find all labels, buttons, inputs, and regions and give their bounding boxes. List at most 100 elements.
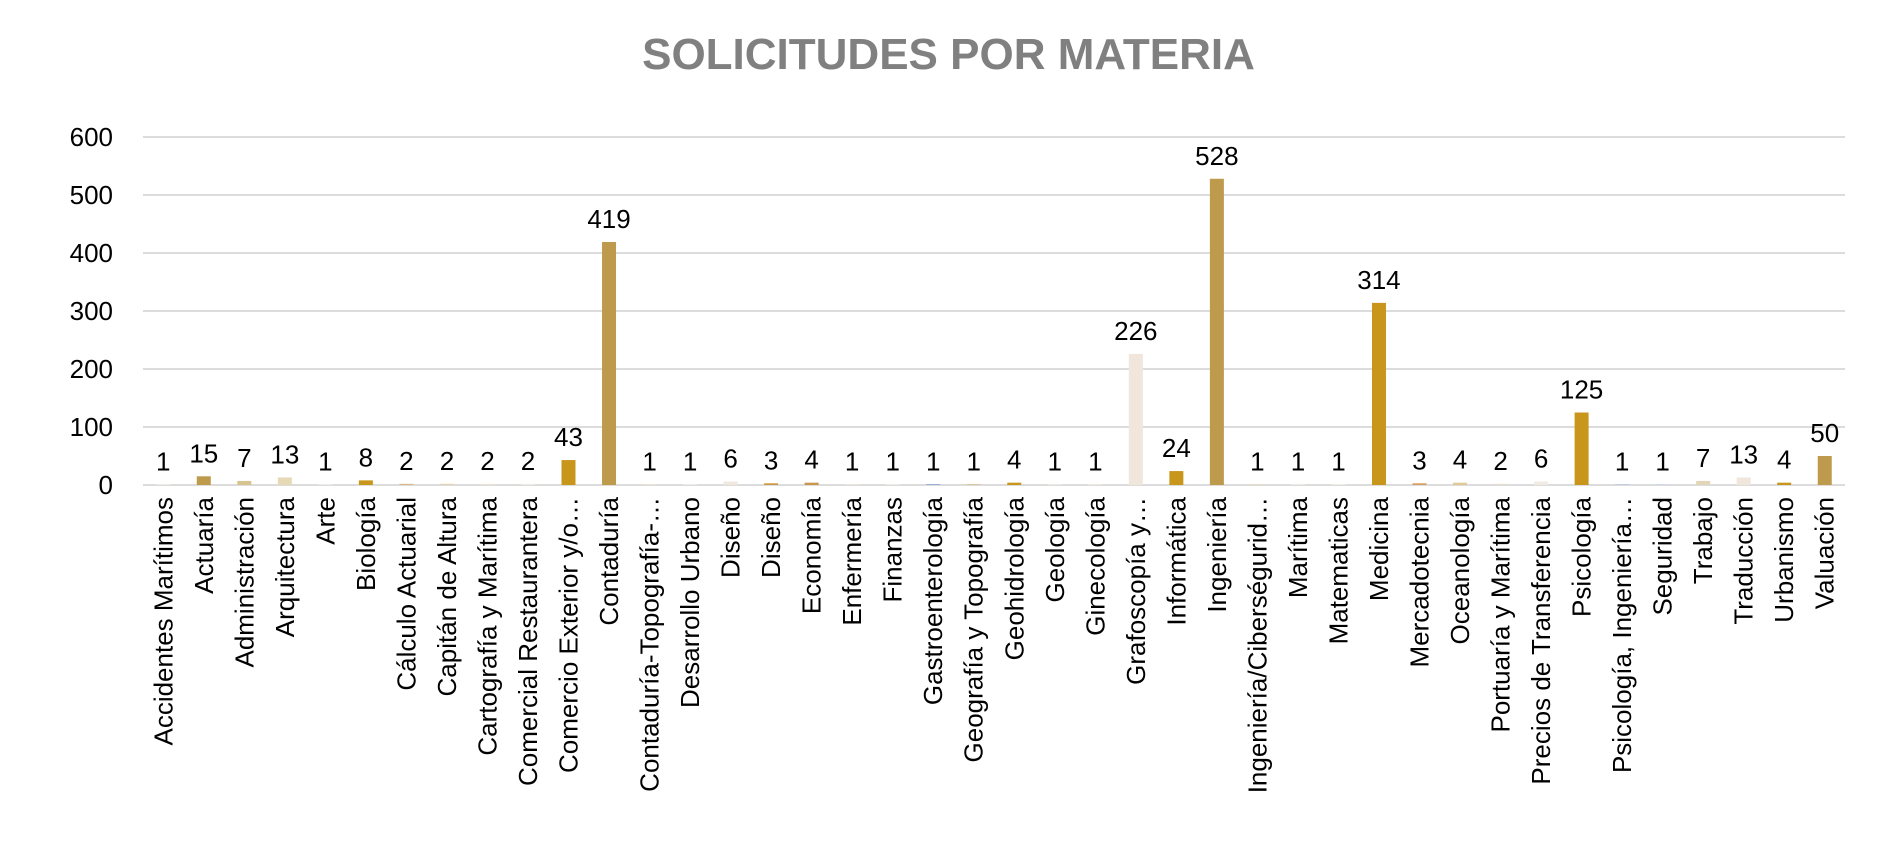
y-tick-label: 500 — [70, 180, 113, 210]
x-tick-label: Accidentes Marítimos — [148, 497, 178, 746]
x-tick-label: Comercial Restaurantera — [513, 496, 543, 786]
data-label: 6 — [723, 444, 737, 474]
bar — [1817, 456, 1832, 485]
data-label: 4 — [804, 445, 818, 475]
x-tick-label: Capitán de Altura — [432, 496, 462, 696]
bar — [926, 484, 941, 485]
bar — [1655, 484, 1670, 485]
bar — [1371, 302, 1386, 485]
data-label: 2 — [480, 446, 494, 476]
x-tick-label: Urbanismo — [1769, 497, 1799, 623]
data-label: 1 — [1615, 446, 1629, 476]
data-label: 43 — [554, 422, 583, 452]
x-tick-label: Informática — [1161, 496, 1191, 625]
bars — [156, 178, 1832, 485]
x-tick-label: Desarrollo Urbano — [675, 497, 705, 708]
data-label: 1 — [926, 446, 940, 476]
data-label: 13 — [270, 439, 299, 469]
x-tick-label: Actuaría — [189, 496, 219, 593]
data-label: 125 — [1560, 375, 1603, 405]
y-tick-label: 100 — [70, 412, 113, 442]
x-tick-label: Mercadotecnia — [1405, 496, 1435, 667]
bar — [885, 484, 900, 485]
x-tick-label: Precios de Transferencia — [1526, 496, 1556, 784]
bar — [1493, 483, 1508, 485]
data-label: 528 — [1195, 141, 1238, 171]
data-label: 7 — [237, 443, 251, 473]
x-tick-label: Ingeniería/Ciberségurid… — [1242, 497, 1272, 793]
bar — [1209, 178, 1224, 485]
bar — [439, 483, 454, 485]
bar — [1412, 483, 1427, 485]
bar — [196, 476, 211, 485]
data-label: 1 — [1291, 446, 1305, 476]
data-label: 15 — [189, 438, 218, 468]
data-label: 1 — [1048, 446, 1062, 476]
bar — [804, 482, 819, 485]
data-label: 4 — [1777, 445, 1791, 475]
bar — [683, 484, 698, 485]
x-tick-label: Gastroenterología — [918, 496, 948, 705]
data-label: 314 — [1357, 265, 1400, 295]
x-tick-label: Ingeniería — [1202, 496, 1232, 612]
data-label: 24 — [1162, 433, 1191, 463]
bar — [1331, 484, 1346, 485]
x-tick-label: Grafoscopía y… — [1121, 497, 1151, 685]
bar — [358, 480, 373, 485]
x-tick-label: Economía — [797, 496, 827, 614]
data-label: 6 — [1534, 444, 1548, 474]
y-tick-label: 0 — [99, 470, 113, 500]
data-label: 1 — [156, 446, 170, 476]
y-tick-label: 400 — [70, 238, 113, 268]
bar — [1574, 412, 1589, 485]
x-tick-label: Psicología — [1567, 496, 1597, 616]
x-tick-label: Seguridad — [1648, 497, 1678, 616]
x-tick-label: Geografía y Topografía — [959, 496, 989, 762]
x-tick-label: Traducción — [1729, 497, 1759, 625]
data-label: 226 — [1114, 316, 1157, 346]
x-tick-label: Arquitectura — [270, 496, 300, 637]
data-label: 1 — [1250, 446, 1264, 476]
x-tick-label: Marítima — [1283, 496, 1313, 598]
chart-title: SOLICITUDES POR MATERIA — [642, 30, 1255, 79]
data-label: 2 — [1493, 446, 1507, 476]
bar — [1128, 353, 1143, 485]
data-label: 13 — [1729, 439, 1758, 469]
data-label: 3 — [764, 445, 778, 475]
data-label: 2 — [399, 446, 413, 476]
bar — [1453, 482, 1468, 485]
bar — [480, 483, 495, 485]
data-label: 8 — [359, 442, 373, 472]
x-tick-label: Valuación — [1810, 497, 1840, 609]
data-label: 1 — [642, 446, 656, 476]
data-label: 419 — [587, 204, 630, 234]
x-tick-label: Oceanología — [1445, 496, 1475, 644]
y-axis-tick-labels: 0 100 200 300 400 500 600 — [70, 122, 113, 500]
bar — [318, 484, 333, 485]
bar — [642, 484, 657, 485]
x-tick-label: Geología — [1040, 496, 1070, 602]
gridlines — [143, 136, 1845, 486]
data-label: 1 — [845, 446, 859, 476]
bar — [277, 477, 292, 485]
bar — [723, 481, 738, 485]
x-tick-label: Contaduría-Topografía-… — [635, 497, 665, 792]
x-tick-label: Cálculo Actuarial — [391, 497, 421, 691]
bar — [1047, 484, 1062, 485]
data-label: 2 — [521, 446, 535, 476]
y-tick-label: 200 — [70, 354, 113, 384]
bar — [1250, 484, 1265, 485]
bar — [1696, 480, 1711, 485]
data-label: 3 — [1412, 445, 1426, 475]
x-tick-label: Diseño — [716, 497, 746, 578]
x-tick-label: Medicina — [1364, 496, 1394, 601]
bar — [1088, 484, 1103, 485]
data-label: 1 — [1088, 446, 1102, 476]
x-tick-label: Diseño — [756, 497, 786, 578]
x-tick-label: Portuaría y Marítima — [1486, 496, 1516, 732]
data-label: 50 — [1810, 418, 1839, 448]
bar — [845, 484, 860, 485]
x-tick-label: Contaduría — [594, 496, 624, 625]
bar — [602, 241, 617, 485]
